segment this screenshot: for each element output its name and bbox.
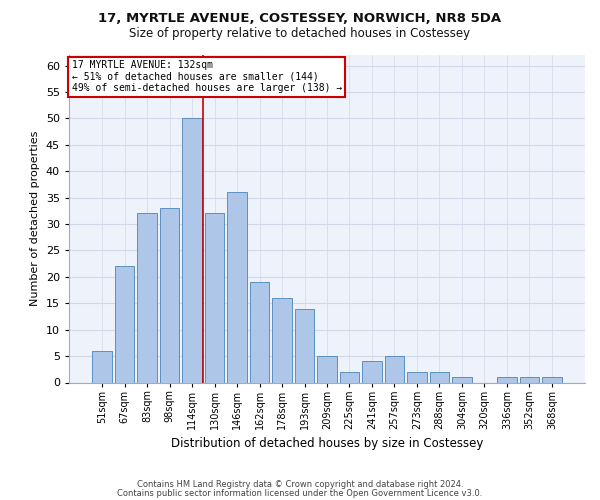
Bar bbox=[250, 282, 269, 382]
Bar bbox=[317, 356, 337, 382]
Bar bbox=[385, 356, 404, 382]
Bar bbox=[295, 308, 314, 382]
Text: 17, MYRTLE AVENUE, COSTESSEY, NORWICH, NR8 5DA: 17, MYRTLE AVENUE, COSTESSEY, NORWICH, N… bbox=[98, 12, 502, 26]
Bar bbox=[272, 298, 292, 382]
Text: Contains public sector information licensed under the Open Government Licence v3: Contains public sector information licen… bbox=[118, 489, 482, 498]
Bar bbox=[92, 351, 112, 382]
Bar bbox=[205, 214, 224, 382]
Bar bbox=[182, 118, 202, 382]
Bar bbox=[542, 377, 562, 382]
Bar bbox=[227, 192, 247, 382]
Text: 17 MYRTLE AVENUE: 132sqm
← 51% of detached houses are smaller (144)
49% of semi-: 17 MYRTLE AVENUE: 132sqm ← 51% of detach… bbox=[71, 60, 342, 93]
Bar bbox=[407, 372, 427, 382]
Bar bbox=[115, 266, 134, 382]
Bar bbox=[160, 208, 179, 382]
Bar bbox=[340, 372, 359, 382]
X-axis label: Distribution of detached houses by size in Costessey: Distribution of detached houses by size … bbox=[171, 438, 483, 450]
Bar bbox=[497, 377, 517, 382]
Bar bbox=[362, 362, 382, 382]
Y-axis label: Number of detached properties: Number of detached properties bbox=[30, 131, 40, 306]
Bar bbox=[520, 377, 539, 382]
Bar bbox=[137, 214, 157, 382]
Text: Contains HM Land Registry data © Crown copyright and database right 2024.: Contains HM Land Registry data © Crown c… bbox=[137, 480, 463, 489]
Bar bbox=[452, 377, 472, 382]
Bar bbox=[430, 372, 449, 382]
Text: Size of property relative to detached houses in Costessey: Size of property relative to detached ho… bbox=[130, 28, 470, 40]
